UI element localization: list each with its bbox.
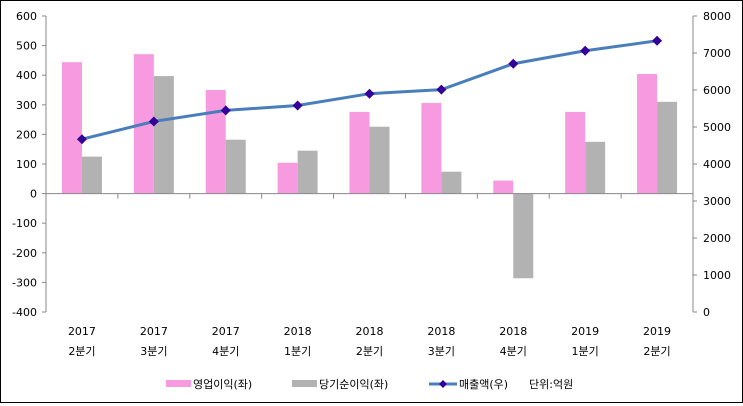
category-quarter: 4분기 (212, 345, 239, 358)
legend-label-operating-profit: 영업이익(좌) (193, 378, 252, 391)
sales-marker (76, 134, 87, 145)
bar-operating-profit (637, 74, 658, 194)
legend-swatch-operating-profit (166, 380, 191, 387)
left-tick-label: 600 (16, 10, 37, 23)
category-year: 2018 (427, 325, 455, 338)
sales-marker (292, 100, 303, 111)
legend-label-sales: 매출액(우) (459, 378, 508, 391)
legend-marker-sales (439, 380, 447, 388)
right-tick-label: 7000 (703, 47, 731, 60)
category-quarter: 1분기 (284, 345, 311, 358)
bar-net-profit (513, 193, 534, 279)
bar-net-profit (81, 156, 102, 194)
legend-swatch-net-profit (292, 380, 317, 387)
bar-operating-profit (277, 162, 298, 194)
sales-marker (436, 84, 447, 95)
bar-net-profit (225, 139, 246, 194)
category-year: 2018 (284, 325, 312, 338)
sales-marker (652, 35, 663, 46)
legend-label-net-profit: 당기순이익(좌) (319, 378, 388, 391)
category-year: 2019 (643, 325, 671, 338)
sales-marker (580, 45, 591, 56)
category-quarter: 2분기 (68, 345, 95, 358)
left-tick-label: -200 (12, 247, 37, 260)
bar-operating-profit (565, 111, 586, 194)
left-tick-label: 500 (16, 40, 37, 53)
category-quarter: 2분기 (356, 345, 383, 358)
right-tick-label: 8000 (703, 10, 731, 23)
left-tick-label: -300 (12, 276, 37, 289)
category-quarter: 3분기 (140, 345, 167, 358)
category-year: 2017 (68, 325, 96, 338)
left-tick-label: 200 (16, 128, 37, 141)
sales-marker (148, 116, 159, 127)
category-year: 2017 (212, 325, 240, 338)
bar-net-profit (657, 101, 678, 194)
left-tick-label: 100 (16, 158, 37, 171)
category-quarter: 4분기 (500, 345, 527, 358)
right-tick-label: 1000 (703, 269, 731, 282)
bar-net-profit (441, 171, 462, 194)
right-tick-label: 4000 (703, 158, 731, 171)
bar-net-profit (153, 76, 174, 194)
bar-operating-profit (205, 90, 226, 194)
category-year: 2018 (356, 325, 384, 338)
right-tick-label: 2000 (703, 232, 731, 245)
left-tick-label: 400 (16, 69, 37, 82)
bar-net-profit (297, 150, 318, 194)
category-quarter: 1분기 (572, 345, 599, 358)
left-tick-label: 300 (16, 99, 37, 112)
category-year: 2018 (499, 325, 527, 338)
category-year: 2019 (571, 325, 599, 338)
right-tick-label: 5000 (703, 121, 731, 134)
bar-operating-profit (61, 62, 82, 194)
category-year: 2017 (140, 325, 168, 338)
sales-marker (220, 105, 231, 116)
bar-operating-profit (493, 180, 514, 194)
bar-net-profit (369, 126, 390, 194)
bar-net-profit (585, 141, 606, 194)
right-tick-label: 3000 (703, 195, 731, 208)
left-tick-label: -100 (12, 217, 37, 230)
category-quarter: 2분기 (643, 345, 670, 358)
right-tick-label: 6000 (703, 84, 731, 97)
category-quarter: 3분기 (428, 345, 455, 358)
bar-operating-profit (421, 103, 442, 194)
left-tick-label: -400 (12, 306, 37, 319)
right-tick-label: 0 (703, 306, 710, 319)
sales-marker (508, 58, 519, 69)
bar-operating-profit (349, 111, 370, 194)
sales-marker (364, 88, 375, 99)
left-tick-label: 0 (30, 188, 37, 201)
unit-note: 단위:억원 (529, 378, 573, 391)
